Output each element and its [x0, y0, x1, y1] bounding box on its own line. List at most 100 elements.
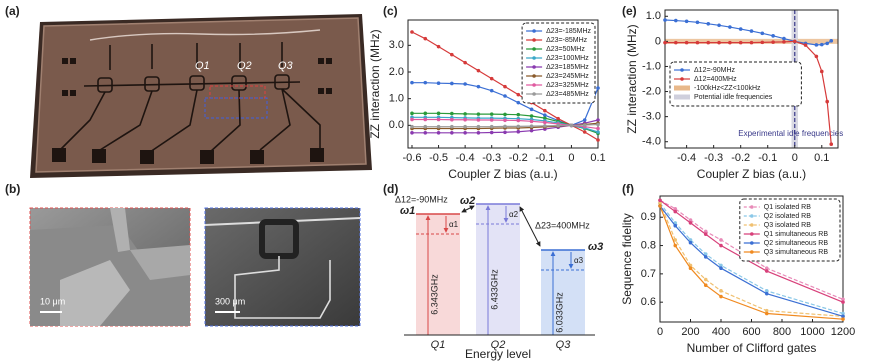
plot-frame [407, 19, 599, 149]
data-point [703, 229, 708, 234]
data-point [688, 240, 693, 245]
data-point [489, 112, 494, 116]
legend-label: -100kHz<ZZ<100kHz [694, 85, 761, 92]
y-tick-label: 0.7 [641, 268, 656, 280]
data-point [423, 117, 428, 122]
data-point [543, 113, 547, 117]
data-point [760, 40, 765, 45]
y-tick-label: 0.6 [641, 296, 656, 308]
data-point [738, 40, 743, 45]
legend-swatch [532, 74, 536, 78]
qubit-label: Q2 [237, 60, 252, 72]
legend-swatch [680, 68, 684, 72]
data-point [582, 118, 587, 122]
data-point [782, 40, 786, 44]
y-tick-label: -4.0 [642, 136, 661, 148]
data-point [489, 76, 494, 81]
y-tick-label: 2.0 [389, 66, 404, 78]
data-point [764, 308, 769, 313]
x-axis-label: Coupler Z bias (a.u.) [697, 167, 806, 181]
x-tick-label: -0.3 [704, 152, 723, 164]
data-point [688, 266, 693, 271]
data-point [703, 283, 708, 287]
data-point [450, 111, 454, 116]
data-point [703, 232, 708, 237]
data-point [450, 117, 454, 122]
data-point [489, 88, 494, 93]
data-point [717, 40, 721, 45]
data-point [829, 142, 834, 147]
data-point [728, 40, 732, 45]
legend-label: Q1 isolated RB [764, 204, 811, 211]
alpha-label: α3 [574, 256, 584, 265]
y-axis-label: ZZ interaction (MHz) [625, 24, 639, 133]
legend-swatch [532, 92, 536, 96]
data-point [489, 130, 494, 135]
data-point [463, 117, 467, 122]
data-point [663, 18, 667, 22]
data-point [436, 111, 441, 116]
annotation: Experimental idle frequencies [738, 129, 843, 138]
legend-swatch [532, 83, 536, 87]
legend-label: Δ23=-85MHz [546, 37, 588, 44]
level-fill [476, 204, 520, 335]
data-point [476, 131, 481, 135]
legend-swatch [750, 241, 754, 245]
omega-label: ω2 [460, 195, 475, 207]
legend-label: Q3 simultaneous RB [764, 249, 829, 256]
x-tick-label: -0.4 [677, 152, 696, 164]
data-point [760, 31, 765, 36]
data-point [841, 300, 845, 304]
detuning-label: Δ23=400MHz [535, 220, 590, 230]
legend-swatch [674, 94, 690, 100]
data-point [749, 29, 754, 33]
detuning-arrow [461, 205, 475, 213]
x-tick-label: -0.5 [429, 152, 448, 164]
x-tick-label: 400 [712, 326, 730, 338]
data-point [516, 92, 521, 97]
sem-image [29, 207, 361, 327]
data-point [423, 36, 428, 41]
data-point [450, 81, 454, 86]
x-tick-label: -0.2 [731, 152, 750, 164]
data-point [450, 52, 454, 57]
data-point [529, 124, 534, 128]
legend-label: Q2 simultaneous RB [764, 240, 829, 247]
data-point [596, 118, 600, 122]
data-point [582, 130, 587, 134]
data-point [503, 118, 507, 123]
data-point [728, 25, 732, 29]
x-tick-label: 0 [568, 152, 574, 164]
chip-image [30, 14, 372, 178]
data-point [825, 41, 829, 46]
data-point [841, 311, 845, 316]
data-point [516, 124, 521, 129]
legend-label: Q3 isolated RB [764, 222, 811, 229]
data-point [674, 18, 678, 23]
data-point [771, 34, 775, 38]
data-point [719, 289, 723, 293]
data-point [658, 198, 662, 203]
data-point [749, 40, 754, 45]
legend-box [521, 22, 596, 104]
plot-frame [664, 9, 839, 149]
legend-swatch [532, 47, 536, 51]
x-tick-label: 800 [773, 326, 791, 338]
data-point [543, 124, 547, 128]
data-point [819, 42, 824, 47]
data-point [529, 114, 534, 118]
x-axis-label: Energy level [465, 347, 531, 361]
x-tick-label: 200 [681, 326, 699, 338]
scale-bar-label: 300 μm [215, 296, 245, 306]
legend-swatch [750, 214, 754, 218]
x-axis-label: Number of Clifford gates [687, 341, 817, 355]
legend-swatch [750, 223, 754, 227]
qubit-label: Q1 [431, 339, 446, 351]
legend-label: Δ23=100MHz [546, 55, 589, 62]
x-tick-label: 1200 [831, 326, 855, 338]
data-point [556, 123, 560, 128]
omega-label: ω1 [400, 205, 415, 217]
x-tick-label: -0.1 [535, 152, 554, 164]
data-point [673, 209, 678, 214]
